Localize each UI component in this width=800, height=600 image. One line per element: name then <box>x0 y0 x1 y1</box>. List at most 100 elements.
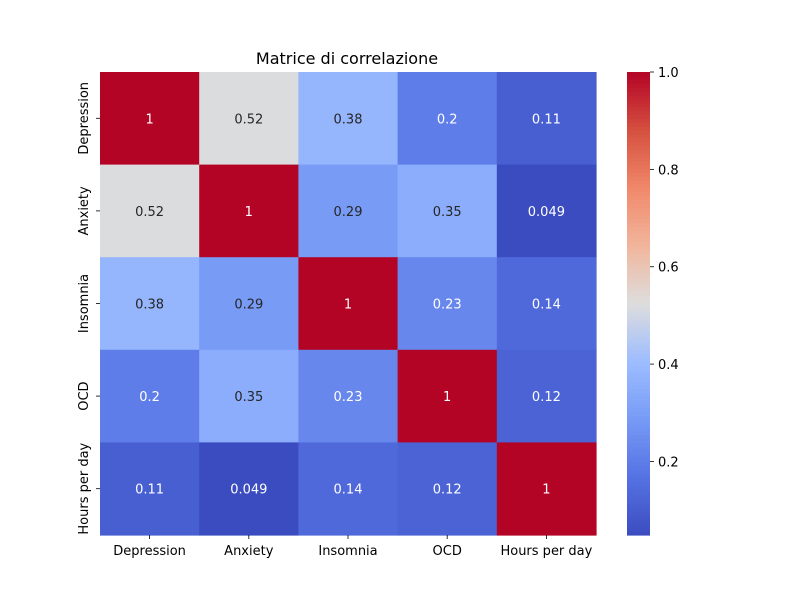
colorbar-segment <box>627 469 650 474</box>
cell-value-label: 0.14 <box>334 483 363 498</box>
heatmap-cell <box>496 164 597 258</box>
colorbar-segment <box>627 396 650 401</box>
colorbar-segment <box>627 241 650 247</box>
colorbar-segment <box>627 353 650 359</box>
colorbar-segment <box>627 299 650 305</box>
colorbar-segment <box>627 334 650 339</box>
colorbar-segment <box>627 477 650 482</box>
cell-value-label: 0.29 <box>334 205 363 220</box>
colorbar-segment <box>627 156 650 162</box>
x-tick-label: Anxiety <box>224 544 274 559</box>
colorbar-segment <box>627 99 650 104</box>
heatmap-cell <box>199 349 299 443</box>
colorbar-segment <box>627 234 650 239</box>
colorbar-segment <box>627 504 650 509</box>
colorbar-segment <box>627 145 650 150</box>
y-axis-tick-labels: Depression Anxiety Insomnia OCD Hours per da… <box>77 82 100 535</box>
colorbar-segment <box>627 91 650 96</box>
colorbar-segment <box>627 129 650 135</box>
colorbar-segment <box>627 338 650 343</box>
colorbar-segment <box>627 268 650 274</box>
colorbar-segment <box>627 210 650 216</box>
colorbar-segment <box>627 226 650 231</box>
colorbar-segment <box>627 133 650 139</box>
colorbar-segment <box>627 488 650 494</box>
heatmap-cell <box>199 257 299 351</box>
colorbar-segment <box>627 153 650 158</box>
colorbar-segment <box>627 272 650 278</box>
colorbar-segment <box>627 75 650 81</box>
colorbar-segment <box>627 515 650 521</box>
colorbar-segment <box>627 311 650 316</box>
colorbar-segment <box>627 291 650 297</box>
colorbar-segment <box>627 95 650 100</box>
colorbar-segment <box>627 322 650 328</box>
colorbar-segment <box>627 315 650 320</box>
colorbar-segment <box>627 284 650 289</box>
colorbar-segment <box>627 531 650 536</box>
colorbar-segment <box>627 365 650 370</box>
colorbar-segment <box>627 342 650 347</box>
colorbar-segment <box>627 392 650 397</box>
cell-value-label: 0.35 <box>433 205 462 220</box>
heatmap-cell <box>298 72 399 166</box>
heatmap-cell <box>199 442 299 536</box>
colorbar-segment <box>627 141 650 146</box>
colorbar-segment <box>627 330 650 335</box>
cell-value-label: 0.12 <box>532 390 561 405</box>
heatmap-cell <box>199 164 299 258</box>
colorbar-segment <box>627 303 650 308</box>
colorbar-segment <box>627 376 650 382</box>
x-tick-label: Insomnia <box>318 544 377 559</box>
colorbar-segment <box>627 187 650 193</box>
colorbar-segment <box>627 83 650 89</box>
colorbar-segment <box>627 388 650 393</box>
colorbar-segment <box>627 222 650 227</box>
colorbar-tick-label: 0.2 <box>658 455 679 470</box>
heatmap-cell <box>496 442 597 536</box>
colorbar-segment <box>627 149 650 154</box>
colorbar-segment <box>627 280 650 285</box>
colorbar-segment <box>627 249 650 254</box>
colorbar-segment <box>627 361 650 366</box>
heatmap-cells: 1 0.52 0.38 0.2 0.11 0.52 1 0.29 0.35 0.049 0.38 0.… <box>100 72 597 536</box>
cell-value-label: 1 <box>344 298 352 313</box>
heatmap-cell <box>496 72 597 166</box>
colorbar-segment <box>627 160 650 166</box>
colorbar-segment <box>627 168 650 173</box>
colorbar-segment <box>627 399 650 405</box>
heatmap-cell <box>496 257 597 351</box>
cell-value-label: 0.049 <box>230 483 267 498</box>
colorbar-segment <box>627 357 650 362</box>
cell-value-label: 0.38 <box>135 298 164 313</box>
cell-value-label: 0.2 <box>139 390 160 405</box>
colorbar-segment <box>627 484 650 490</box>
colorbar-segment <box>627 450 650 455</box>
colorbar-segment <box>627 496 650 501</box>
colorbar-segment <box>627 102 650 108</box>
colorbar-segment <box>627 106 650 112</box>
heatmap-cell <box>100 442 200 536</box>
x-tick-label: OCD <box>433 544 462 559</box>
colorbar-segment <box>627 261 650 266</box>
colorbar-segment <box>627 172 650 177</box>
colorbar-segment <box>627 72 650 77</box>
colorbar-segment <box>627 473 650 478</box>
y-tick-label: OCD <box>77 381 92 410</box>
cell-value-label: 1 <box>443 390 451 405</box>
colorbar-segment <box>627 164 650 170</box>
colorbar-segment <box>627 492 650 498</box>
colorbar-segment <box>627 257 650 262</box>
cell-value-label: 1 <box>245 205 253 220</box>
colorbar-segment <box>627 137 650 143</box>
colorbar-segment <box>627 523 650 528</box>
heatmap-cell <box>397 164 498 258</box>
heatmap-cell <box>100 72 200 166</box>
colorbar-segment <box>627 500 650 505</box>
colorbar-segment <box>627 79 650 85</box>
cell-value-label: 0.23 <box>433 298 462 313</box>
heatmap-cell <box>100 164 200 258</box>
heatmap-cell <box>397 349 498 443</box>
colorbar-segment <box>627 372 650 378</box>
colorbar-segment <box>627 203 650 208</box>
